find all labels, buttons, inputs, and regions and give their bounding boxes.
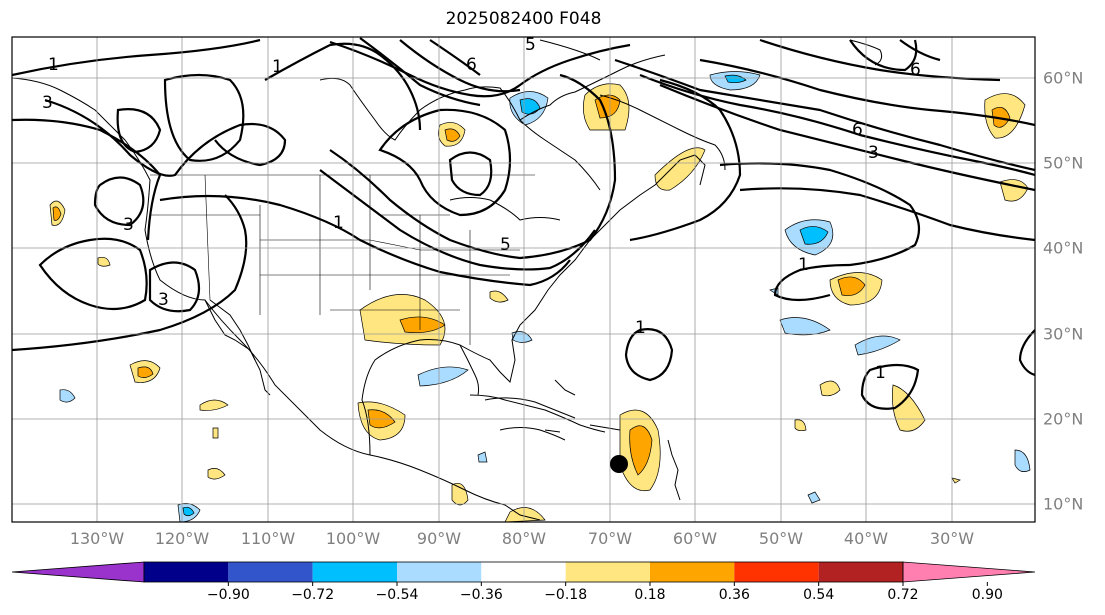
svg-text:1: 1	[333, 213, 344, 233]
latitude-label: 30°N	[1043, 324, 1084, 344]
svg-text:3: 3	[42, 93, 53, 113]
contour-labels: 1 3 5 6 1 3 1 3 6 5 1 1 1 6 3	[42, 35, 921, 383]
svg-text:3: 3	[158, 290, 169, 310]
latitude-label: 60°N	[1043, 68, 1084, 88]
latitude-label: 10°N	[1043, 494, 1084, 514]
colorbar-segment	[397, 562, 482, 582]
longitude-label: 110°W	[240, 529, 296, 548]
svg-text:1: 1	[875, 363, 886, 383]
svg-text:1: 1	[48, 55, 59, 75]
map-title: 2025082400 F048	[445, 9, 602, 29]
caribbean-islands	[484, 379, 681, 501]
colorbar-segment	[565, 562, 650, 582]
colorbar-segment	[734, 562, 819, 582]
longitude-label: 60°W	[672, 529, 718, 548]
colorbar-tick-label: 0.18	[634, 587, 666, 603]
svg-text:3: 3	[123, 215, 134, 235]
colorbar	[11, 561, 1036, 586]
storm-center-marker	[610, 455, 628, 473]
map-frame	[11, 36, 1036, 523]
colorbar-extend-high	[902, 561, 1036, 583]
svg-text:6: 6	[910, 60, 921, 80]
longitude-label: 30°W	[929, 529, 975, 548]
colorbar-tick-label: 0.54	[803, 587, 835, 603]
svg-text:1: 1	[272, 57, 283, 77]
latitude-label: 50°N	[1043, 153, 1084, 173]
latitude-label: 20°N	[1043, 409, 1084, 429]
colorbar-tick-label: 0.90	[971, 587, 1003, 603]
colorbar-segment	[312, 562, 397, 582]
longitude-label: 70°W	[587, 529, 633, 548]
svg-text:6: 6	[852, 120, 863, 140]
longitude-label: 130°W	[69, 529, 125, 548]
colorbar-tick-label: −0.36	[459, 587, 503, 603]
colorbar-outline	[143, 561, 904, 583]
longitude-label: 80°W	[501, 529, 547, 548]
longitude-label: 50°W	[758, 529, 804, 548]
svg-text:1: 1	[635, 318, 646, 338]
colorbar-tick-label: 0.36	[718, 587, 750, 603]
longitude-label: 120°W	[154, 529, 210, 548]
colorbar-tick-label: −0.72	[291, 587, 335, 603]
svg-text:6: 6	[466, 55, 477, 75]
graticule	[12, 37, 1035, 522]
colorbar-tick-label: 0.72	[887, 587, 919, 603]
longitude-label: 90°W	[416, 529, 462, 548]
coastlines	[12, 39, 883, 521]
colorbar-segment	[144, 562, 229, 582]
longitude-label: 40°W	[843, 529, 889, 548]
state-borders	[150, 174, 535, 345]
svg-text:1: 1	[798, 255, 809, 275]
latitude-label: 40°N	[1043, 238, 1084, 258]
svg-text:5: 5	[525, 35, 536, 55]
colorbar-segment	[481, 562, 566, 582]
svg-text:5: 5	[500, 235, 511, 255]
positive-anomaly-shading	[49, 83, 1029, 522]
negative-anomaly-shading	[59, 71, 1031, 522]
colorbar-tick-label: −0.54	[375, 587, 419, 603]
svg-text:3: 3	[868, 143, 879, 163]
colorbar-segment	[818, 562, 903, 582]
longitude-label: 100°W	[325, 529, 381, 548]
colorbar-segment	[650, 562, 735, 582]
colorbar-tick-label: −0.90	[206, 587, 250, 603]
colorbar-tick-label: −0.18	[544, 587, 588, 603]
colorbar-extend-low	[11, 561, 145, 583]
colorbar-segment	[228, 562, 313, 582]
